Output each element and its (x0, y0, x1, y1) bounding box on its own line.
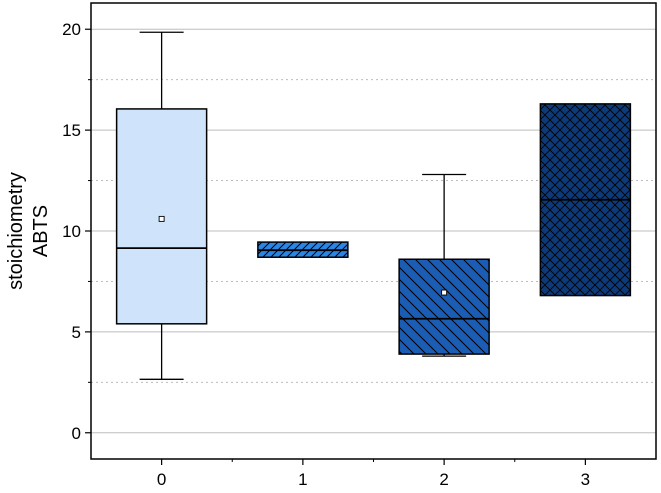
box-0 (115, 31, 208, 380)
y-tick-label: 0 (72, 424, 81, 443)
x-tick-label: 1 (298, 470, 307, 488)
y-tick-label: 20 (62, 20, 81, 39)
box-3 (539, 103, 632, 297)
x-tick-label: 3 (581, 470, 590, 488)
y-tick-label: 5 (72, 323, 81, 342)
box-outline (398, 258, 490, 355)
box-outline (115, 108, 208, 325)
box-hatch (399, 259, 490, 355)
y-tick-label: 10 (62, 222, 81, 241)
boxes (115, 31, 632, 380)
y-tick-label: 15 (62, 121, 81, 140)
x-tick-label: 2 (439, 470, 448, 488)
x-tick-label: 0 (157, 470, 166, 488)
mean-marker (158, 215, 165, 222)
box-1 (257, 241, 349, 258)
box-2 (398, 173, 490, 357)
axes: 0 5 10 15 20 0 1 2 3 (62, 20, 590, 489)
mean-marker (441, 289, 448, 296)
y-axis-title: stoichiometry ABTS (5, 172, 52, 290)
y-axis-title-line-1: stoichiometry (5, 172, 27, 290)
y-axis-title-line-2: ABTS (30, 205, 52, 257)
